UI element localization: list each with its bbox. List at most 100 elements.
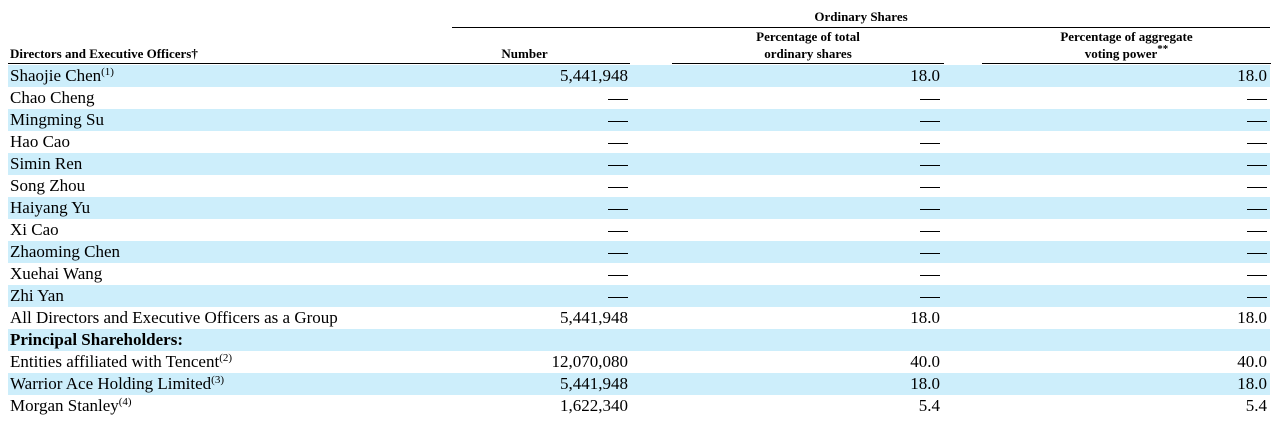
holder-name-text: Simin Ren	[10, 154, 83, 173]
share-number: —	[448, 219, 628, 241]
share-number: —	[448, 109, 628, 131]
pct-voting-value: —	[978, 197, 1267, 219]
pct-total-value-text: 18.0	[910, 374, 940, 393]
column-header-pct-total: Percentage of total ordinary shares	[672, 28, 944, 62]
nil-dash: —	[608, 142, 628, 144]
nil-dash: —	[608, 208, 628, 210]
nil-dash: —	[608, 164, 628, 166]
header-rule-pct-voting	[982, 63, 1271, 64]
table-row: Mingming Su — — —	[8, 109, 1270, 131]
pct-voting-value: —	[978, 241, 1267, 263]
holder-name-text: Xi Cao	[10, 220, 59, 239]
share-number: 1,622,340	[448, 395, 628, 417]
pct-voting-value: —	[978, 87, 1267, 109]
pct-total-value-text: 18.0	[910, 308, 940, 327]
nil-dash: —	[1247, 186, 1267, 188]
nil-dash: —	[920, 142, 940, 144]
table-row: Hao Cao — — —	[8, 131, 1270, 153]
holder-name: Zhi Yan	[10, 285, 64, 307]
share-number: —	[448, 197, 628, 219]
pct-voting-value: —	[978, 285, 1267, 307]
holder-name-text: Hao Cao	[10, 132, 70, 151]
nil-dash: —	[920, 296, 940, 298]
holder-name-text: Mingming Su	[10, 110, 104, 129]
table-row: Xuehai Wang — — —	[8, 263, 1270, 285]
table-row: Zhi Yan — — —	[8, 285, 1270, 307]
holder-name: Entities affiliated with Tencent(2)	[10, 351, 232, 373]
pct-voting-value: —	[978, 263, 1267, 285]
footnote-ref: (3)	[211, 374, 224, 386]
pct-voting-value: 5.4	[978, 395, 1267, 417]
table-row: Song Zhou — — —	[8, 175, 1270, 197]
holder-name-text: Zhi Yan	[10, 286, 64, 305]
table-row: Shaojie Chen(1) 5,441,948 18.0 18.0	[8, 65, 1270, 87]
column-header-number: Number	[501, 46, 548, 61]
pct-total-value-text: 40.0	[910, 352, 940, 371]
table-row: Warrior Ace Holding Limited(3) 5,441,948 1…	[8, 373, 1270, 395]
pct-total-line2: ordinary shares	[764, 46, 852, 61]
pct-total-value: —	[668, 175, 940, 197]
holder-name: Xuehai Wang	[10, 263, 102, 285]
nil-dash: —	[920, 164, 940, 166]
share-number: 5,441,948	[448, 307, 628, 329]
share-number: 5,441,948	[448, 65, 628, 87]
nil-dash: —	[608, 120, 628, 122]
share-number: 5,441,948	[448, 373, 628, 395]
table-row: Zhaoming Chen — — —	[8, 241, 1270, 263]
nil-dash: —	[1247, 142, 1267, 144]
pct-total-value: —	[668, 263, 940, 285]
pct-total-value: —	[668, 153, 940, 175]
share-number-text: 5,441,948	[560, 66, 628, 85]
holder-name-text: Zhaoming Chen	[10, 242, 121, 261]
holder-name: Morgan Stanley(4)	[10, 395, 132, 417]
pct-total-value: —	[668, 87, 940, 109]
pct-total-value: —	[668, 241, 940, 263]
pct-total-value: 5.4	[668, 395, 940, 417]
pct-voting-value: —	[978, 153, 1267, 175]
share-number: —	[448, 285, 628, 307]
holder-name-text: Warrior Ace Holding Limited	[10, 374, 212, 393]
pct-total-value: —	[668, 219, 940, 241]
nil-dash: —	[1247, 274, 1267, 276]
holder-name: Hao Cao	[10, 131, 70, 153]
pct-total-value: —	[668, 285, 940, 307]
pct-voting-value-text: 40.0	[1237, 352, 1267, 371]
pct-voting-value-text: 18.0	[1237, 308, 1267, 327]
nil-dash: —	[920, 252, 940, 254]
pct-voting-value: 18.0	[978, 373, 1267, 395]
share-number: —	[448, 263, 628, 285]
nil-dash: —	[1247, 296, 1267, 298]
table-row: Haiyang Yu — — —	[8, 197, 1270, 219]
nil-dash: —	[920, 274, 940, 276]
share-number-text: 5,441,948	[560, 374, 628, 393]
share-number: —	[448, 87, 628, 109]
pct-voting-value: —	[978, 109, 1267, 131]
nil-dash: —	[920, 230, 940, 232]
section-heading: Principal Shareholders:	[10, 329, 183, 351]
pct-total-value: —	[668, 131, 940, 153]
share-number: —	[448, 131, 628, 153]
pct-total-line1: Percentage of total	[756, 29, 860, 44]
holder-name: Chao Cheng	[10, 87, 95, 109]
table-row: All Directors and Executive Officers as …	[8, 307, 1270, 329]
nil-dash: —	[1247, 98, 1267, 100]
nil-dash: —	[1247, 164, 1267, 166]
share-number: —	[448, 153, 628, 175]
pct-total-value: 18.0	[668, 373, 940, 395]
nil-dash: —	[1247, 208, 1267, 210]
pct-total-value: —	[668, 109, 940, 131]
nil-dash: —	[608, 252, 628, 254]
nil-dash: —	[1247, 252, 1267, 254]
pct-total-value-text: 18.0	[910, 66, 940, 85]
nil-dash: —	[1247, 120, 1267, 122]
pct-voting-value-text: 18.0	[1237, 374, 1267, 393]
footnote-ref: (2)	[219, 352, 233, 364]
header-rule-pct-total	[672, 63, 944, 64]
pct-total-value: 18.0	[668, 65, 940, 87]
footnote-ref: (4)	[118, 396, 132, 408]
nil-dash: —	[608, 296, 628, 298]
nil-dash: —	[1247, 230, 1267, 232]
holder-name-text: Haiyang Yu	[10, 198, 91, 217]
table-row: Morgan Stanley(4) 1,622,340 5.4 5.4	[8, 395, 1270, 417]
holder-name: Zhaoming Chen	[10, 241, 120, 263]
